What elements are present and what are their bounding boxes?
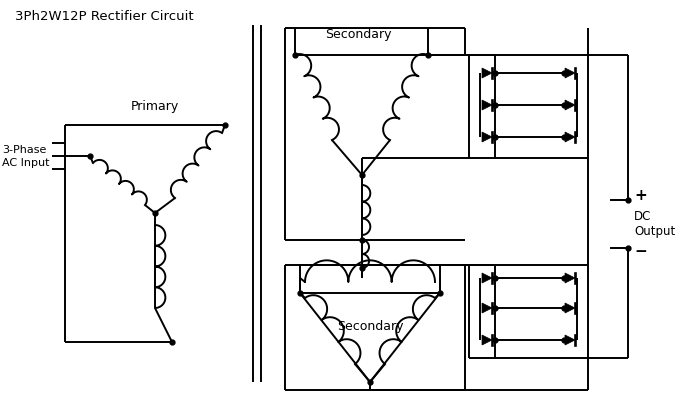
Text: 3Ph2W12P Rectifier Circuit: 3Ph2W12P Rectifier Circuit [15, 10, 194, 23]
Polygon shape [482, 273, 492, 283]
Polygon shape [565, 100, 575, 110]
Polygon shape [565, 303, 575, 313]
Text: AC Input: AC Input [2, 158, 49, 168]
Polygon shape [565, 132, 575, 142]
Text: Secondary: Secondary [337, 320, 403, 333]
Text: Secondary: Secondary [325, 28, 391, 41]
Polygon shape [565, 68, 575, 78]
Text: 3-Phase: 3-Phase [2, 145, 47, 155]
Polygon shape [482, 132, 492, 142]
Text: +: + [634, 189, 647, 203]
Text: Output: Output [634, 224, 675, 238]
Polygon shape [482, 68, 492, 78]
Polygon shape [565, 273, 575, 283]
Polygon shape [482, 100, 492, 110]
Polygon shape [482, 335, 492, 345]
Text: −: − [634, 244, 647, 259]
Polygon shape [482, 303, 492, 313]
Polygon shape [565, 335, 575, 345]
Text: DC: DC [634, 211, 651, 224]
Text: Primary: Primary [131, 100, 179, 113]
